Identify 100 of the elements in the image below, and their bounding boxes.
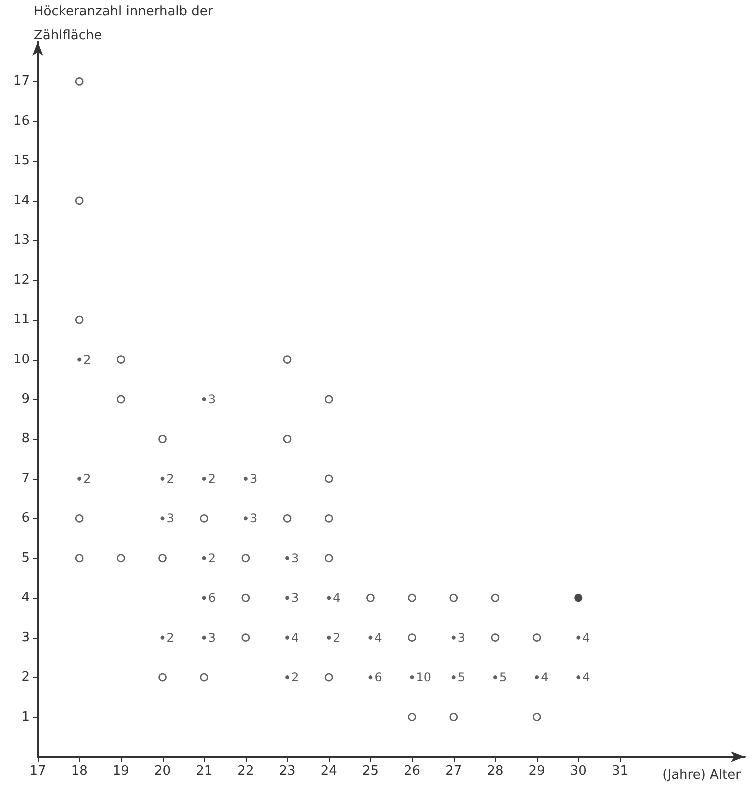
y-tick-label: 8 (22, 432, 30, 447)
point (286, 636, 290, 640)
y-tick-label: 2 (22, 670, 30, 686)
annotation: 6 (208, 591, 216, 606)
x-tick-label: 25 (362, 764, 379, 779)
y-tick-label: 5 (22, 550, 30, 566)
point (450, 594, 458, 602)
annotation: 2 (333, 630, 341, 645)
annotation: 4 (292, 630, 300, 645)
y-tick-label: 4 (22, 590, 30, 606)
point (408, 634, 416, 642)
x-tick-label: 21 (196, 764, 213, 779)
point (200, 673, 209, 682)
point (78, 476, 82, 481)
x-tick-label: 31 (612, 764, 629, 779)
point (410, 676, 414, 680)
annotation: 4 (582, 630, 590, 645)
x-tick-label: 24 (320, 764, 338, 779)
point (202, 596, 206, 600)
x-axis-title: (Jahre) Alter (662, 768, 742, 783)
annotation: 3 (292, 551, 300, 566)
annotation: 2 (166, 630, 174, 645)
point (158, 435, 167, 444)
point (366, 594, 375, 602)
annotation: 2 (292, 670, 300, 685)
point (327, 636, 332, 640)
annotation: 2 (84, 472, 92, 486)
point (117, 395, 126, 404)
x-tick-label: 26 (404, 764, 421, 779)
x-tick-label: 18 (71, 764, 88, 779)
point (452, 636, 456, 640)
point (75, 78, 84, 86)
y-tick-label: 16 (13, 114, 30, 129)
x-tick-label: 28 (487, 764, 504, 779)
point (202, 636, 206, 640)
point (200, 514, 209, 523)
annotation: 4 (333, 591, 341, 606)
point (493, 676, 498, 680)
point (283, 435, 292, 444)
annotation: 3 (208, 392, 216, 406)
point (117, 554, 126, 563)
point (160, 636, 165, 640)
point (491, 634, 500, 642)
x-tick-label: 30 (570, 764, 587, 779)
y-axis-title: Höckeranzahl innerhalb der Zählfläche (34, 4, 214, 44)
point (158, 673, 167, 682)
point (242, 594, 250, 602)
point (244, 516, 248, 521)
annotation: 4 (541, 670, 549, 685)
point (452, 676, 456, 680)
annotation: 4 (582, 670, 590, 685)
annotation: 2 (208, 472, 216, 486)
point (324, 395, 334, 404)
point (160, 476, 165, 481)
annotation: 3 (208, 630, 216, 645)
y-tick-label: 11 (13, 312, 30, 328)
annotation: 3 (292, 591, 300, 606)
point (286, 556, 290, 560)
annotation: 5 (499, 670, 508, 685)
point (408, 594, 416, 602)
annotation: 4 (374, 630, 382, 645)
x-tick-label: 29 (528, 764, 546, 779)
point (75, 514, 84, 523)
point (324, 554, 334, 563)
x-tick-label: 27 (446, 764, 462, 779)
point (408, 713, 416, 722)
annotation: 10 (416, 670, 432, 685)
point (78, 358, 82, 362)
point (327, 596, 332, 600)
point (576, 676, 581, 680)
annotation: 2 (166, 472, 174, 486)
point (117, 356, 126, 364)
annotation: 3 (166, 512, 174, 526)
annotation: 2 (84, 352, 92, 367)
point (75, 316, 84, 324)
point (202, 556, 206, 560)
point (283, 356, 292, 364)
y-tick-label: 15 (13, 154, 30, 169)
point (286, 596, 290, 600)
y-tick-label: 17 (13, 74, 30, 90)
point (574, 594, 583, 602)
point (324, 673, 334, 682)
y-tick-label: 14 (13, 193, 30, 208)
x-tick-label: 22 (238, 764, 254, 779)
point (158, 554, 167, 563)
point (324, 514, 334, 523)
point (75, 554, 84, 563)
y-tick-label: 1 (22, 710, 30, 725)
point (535, 676, 540, 680)
annotation: 3 (250, 512, 258, 526)
y-tick-label: 9 (22, 392, 30, 407)
x-tick-label: 19 (112, 764, 130, 779)
point (242, 634, 250, 642)
point (75, 196, 84, 206)
point (283, 514, 292, 523)
point (242, 554, 250, 563)
y-tick-label: 6 (22, 511, 30, 526)
annotation: 5 (458, 670, 466, 685)
point (324, 474, 334, 484)
point (532, 713, 542, 722)
